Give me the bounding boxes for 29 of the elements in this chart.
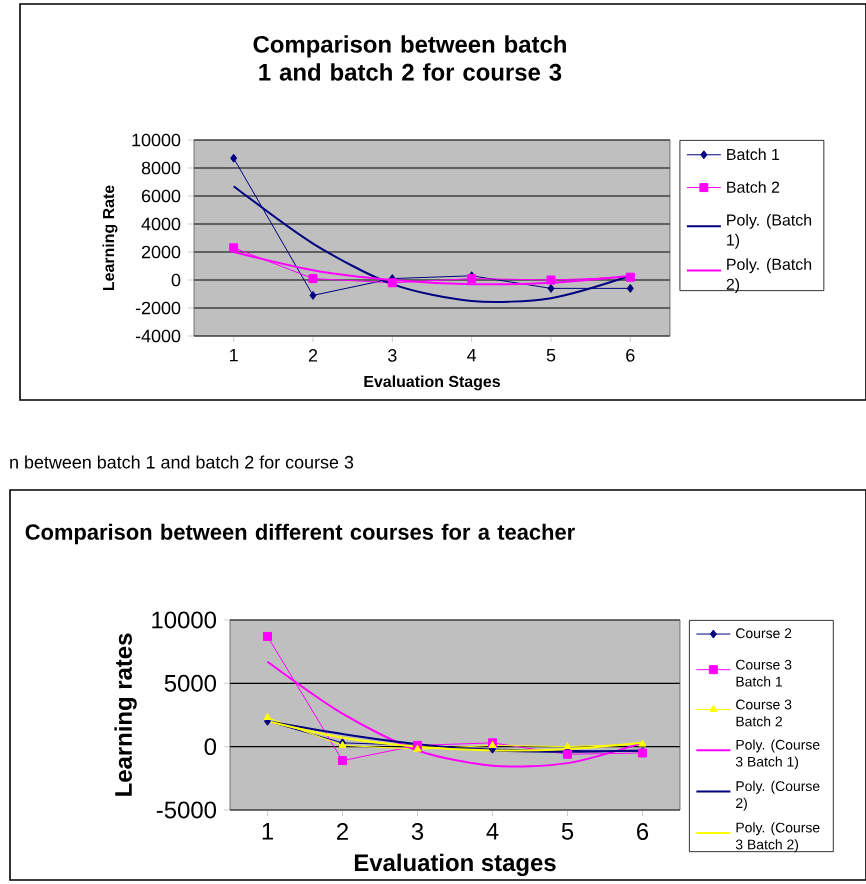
y-tick-label: 2000: [141, 245, 181, 259]
x-tick-label: 4: [486, 823, 499, 840]
x-tick-label: 5: [561, 823, 574, 840]
y-tick-label: -2000: [135, 301, 181, 315]
x-axis-title: Evaluation stages: [354, 853, 556, 877]
y-tick-label: 6000: [141, 189, 181, 203]
x-tick-label: 1: [262, 823, 273, 840]
y-axis-title: Learning rates: [114, 633, 137, 796]
y-tick-label: 10000: [152, 611, 217, 629]
x-tick-label: 3: [388, 349, 397, 362]
x-tick-label: 3: [411, 823, 424, 840]
y-tick-label: 0: [171, 273, 181, 287]
text: n between batch 1 and batch 2 for course 3: [10, 455, 354, 469]
x-tick-label: 2: [337, 823, 348, 840]
y-tick-label: -5000: [156, 801, 217, 819]
y-tick-label: -4000: [135, 329, 181, 343]
chart-title: Comparison between different courses for a teacher: [25, 523, 575, 545]
x-tick-label: 1: [230, 349, 238, 362]
y-tick-label: 5000: [164, 674, 217, 692]
x-tick-label: 5: [546, 349, 556, 362]
chart-title: Comparison between batch 1 and batch 2 for course 3: [253, 35, 566, 81]
x-tick-label: 2: [308, 349, 318, 362]
y-tick-label: 4000: [141, 217, 181, 231]
y-tick-label: 10000: [132, 133, 181, 147]
x-tick-label: 6: [637, 823, 649, 840]
y-tick-label: 8000: [141, 161, 181, 175]
x-tick-label: 4: [467, 349, 477, 362]
x-tick-label: 6: [626, 349, 635, 362]
y-tick-label: 0: [204, 738, 217, 756]
